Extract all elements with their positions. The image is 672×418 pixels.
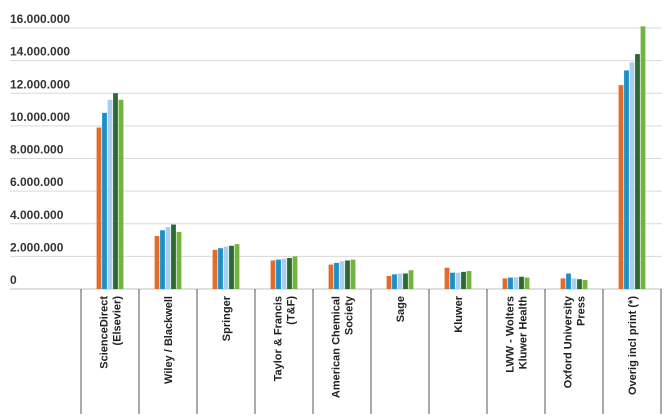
bar bbox=[345, 260, 350, 289]
x-tick-label: Oxford University bbox=[563, 295, 575, 388]
bar bbox=[524, 277, 530, 289]
y-tick-label: 10.000.000 bbox=[10, 110, 70, 124]
y-tick-label: 8.000.000 bbox=[10, 143, 64, 157]
x-tick-label: (T&F) bbox=[286, 296, 298, 325]
bar bbox=[450, 272, 455, 289]
x-tick-label: American Chemical bbox=[331, 296, 343, 398]
bar bbox=[582, 280, 588, 289]
bar bbox=[577, 279, 582, 289]
y-tick-label: 6.000.000 bbox=[10, 175, 64, 189]
bar bbox=[229, 245, 234, 289]
x-tick-label: Kluwer Health bbox=[518, 296, 530, 370]
bar bbox=[635, 54, 640, 289]
bar bbox=[397, 273, 403, 289]
x-tick-label: (Elsevier) bbox=[112, 296, 124, 346]
bar bbox=[461, 271, 466, 289]
bar bbox=[640, 26, 646, 290]
bar bbox=[234, 244, 240, 289]
bar bbox=[571, 278, 577, 289]
x-tick-label: Society bbox=[344, 295, 356, 335]
bar bbox=[176, 231, 182, 289]
bar bbox=[392, 274, 397, 289]
bar bbox=[466, 271, 472, 289]
y-tick-label: 12.000.000 bbox=[10, 77, 70, 91]
bar bbox=[223, 246, 229, 289]
x-tick-label: Springer bbox=[221, 295, 233, 341]
bar bbox=[560, 278, 566, 289]
bar bbox=[403, 273, 408, 289]
bar bbox=[276, 259, 281, 289]
x-tick-label: Overig incl print (*) bbox=[627, 296, 639, 395]
bar bbox=[118, 99, 124, 290]
bar bbox=[618, 85, 624, 289]
y-tick-label: 0 bbox=[10, 273, 17, 287]
bar bbox=[113, 93, 118, 289]
x-tick-label: Wiley / Blackwell bbox=[163, 296, 175, 384]
bar bbox=[339, 261, 345, 289]
y-tick-label: 4.000.000 bbox=[10, 208, 64, 222]
x-tick-label: Press bbox=[576, 296, 588, 326]
bar bbox=[328, 264, 334, 289]
bar bbox=[386, 275, 392, 289]
bar bbox=[502, 278, 508, 289]
y-tick-label: 14.000.000 bbox=[10, 45, 70, 59]
bar bbox=[154, 235, 160, 289]
bar bbox=[624, 70, 629, 289]
x-tick-label: Sage bbox=[395, 296, 407, 322]
x-tick-label: Taylor & Francis bbox=[273, 296, 285, 381]
bar bbox=[102, 112, 107, 289]
bar bbox=[350, 259, 356, 289]
bar bbox=[171, 224, 176, 289]
bar bbox=[165, 227, 171, 289]
bar bbox=[160, 230, 165, 289]
x-tick-label: Kluwer bbox=[453, 295, 465, 332]
bar bbox=[444, 267, 450, 289]
bar bbox=[270, 260, 276, 289]
bar bbox=[218, 248, 223, 289]
bar bbox=[513, 277, 519, 289]
bar bbox=[212, 249, 218, 289]
bar bbox=[508, 277, 513, 289]
bar bbox=[334, 262, 339, 289]
bar bbox=[96, 127, 102, 289]
bar bbox=[566, 273, 571, 289]
bar bbox=[281, 258, 287, 289]
y-tick-label: 16.000.000 bbox=[10, 12, 70, 26]
bar bbox=[107, 99, 113, 290]
x-tick-label: LWW - Wolters bbox=[505, 296, 517, 373]
y-tick-label: 2.000.000 bbox=[10, 240, 64, 254]
bar bbox=[519, 276, 524, 289]
bar bbox=[292, 256, 298, 289]
bar bbox=[629, 62, 635, 289]
bar bbox=[408, 270, 414, 289]
x-tick-label: ScienceDirect bbox=[99, 296, 111, 369]
bar bbox=[455, 272, 461, 289]
bar bbox=[287, 258, 292, 289]
